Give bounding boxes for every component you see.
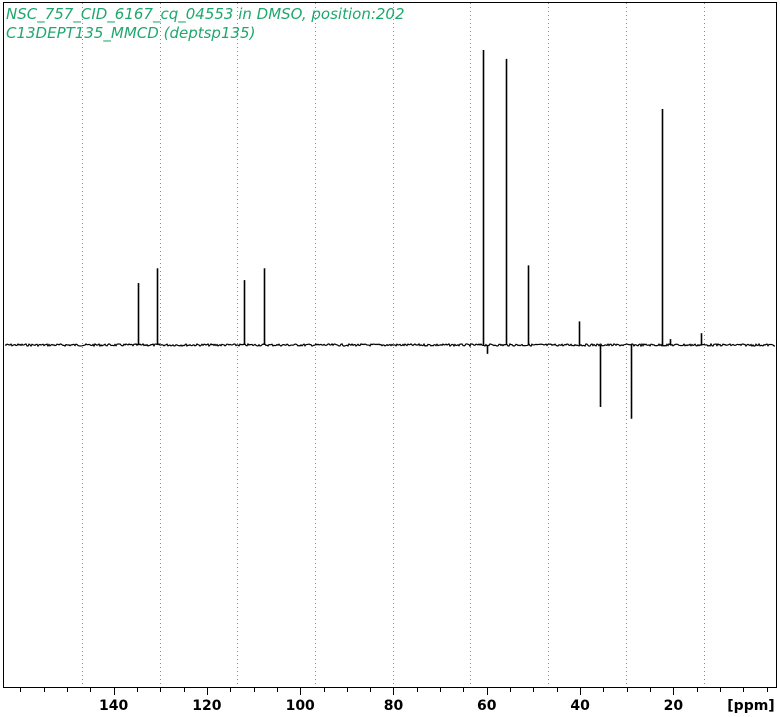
x-axis-label: [ppm]: [727, 698, 774, 714]
x-tick-label: 80: [384, 698, 404, 714]
spectrum-title: NSC_757_CID_6167_cq_04553 in DMSO, posit…: [6, 5, 405, 23]
experiment-title: C13DEPT135_MMCD (deptsp135): [6, 24, 256, 42]
x-tick-label: 100: [286, 698, 315, 714]
x-tick-label: 20: [664, 698, 684, 714]
x-tick-label: 40: [570, 698, 590, 714]
x-tick-label: 120: [192, 698, 221, 714]
x-tick-label: 140: [99, 698, 128, 714]
spectrum-trace: [4, 50, 776, 419]
baseline-trace: [4, 342, 776, 348]
x-axis: 140 120 100 80 60 40 20: [20, 687, 768, 714]
x-tick-label: 60: [477, 698, 497, 714]
